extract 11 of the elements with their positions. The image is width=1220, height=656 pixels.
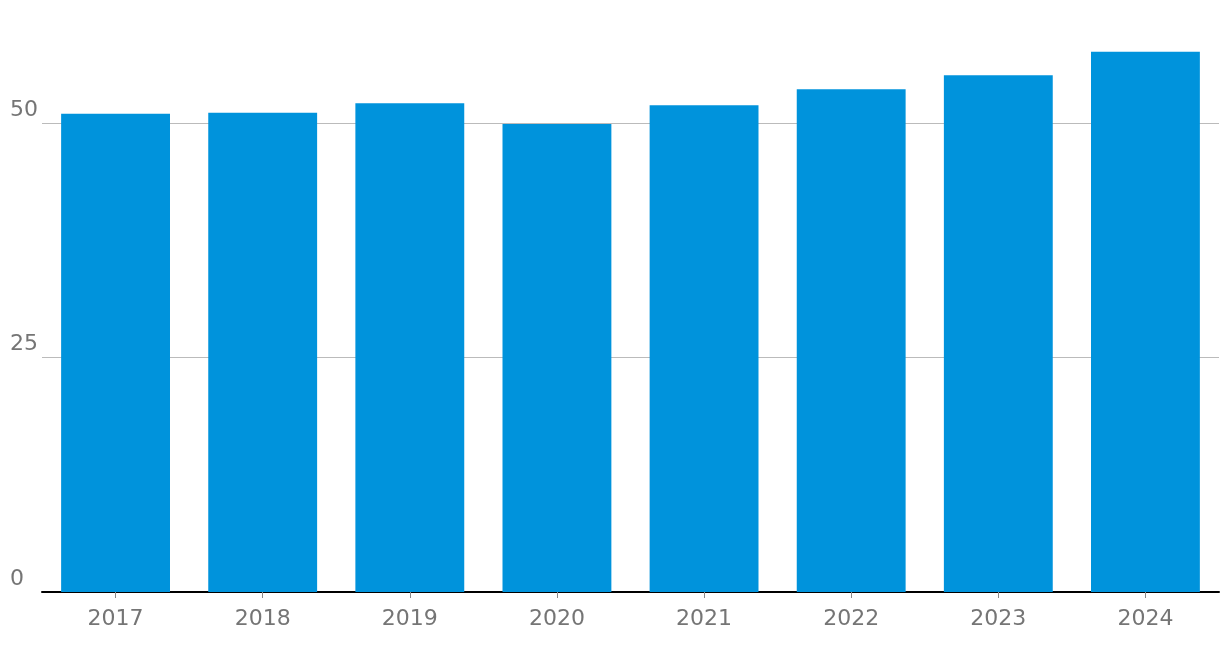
y-tick-label: 0: [10, 564, 24, 590]
x-tick-label: 2022: [823, 604, 880, 630]
x-tick-label: 2024: [1117, 604, 1174, 630]
x-tick-label: 2018: [234, 604, 291, 630]
x-tick-label: 2021: [676, 604, 733, 630]
y-tick-label: 50: [10, 95, 38, 121]
x-tick-label: 2020: [528, 604, 585, 630]
y-tick-label: 25: [10, 330, 38, 356]
x-tick-label: 2017: [87, 604, 144, 630]
x-tick-label: 2019: [381, 604, 438, 630]
x-tick-label: 2023: [970, 604, 1027, 630]
